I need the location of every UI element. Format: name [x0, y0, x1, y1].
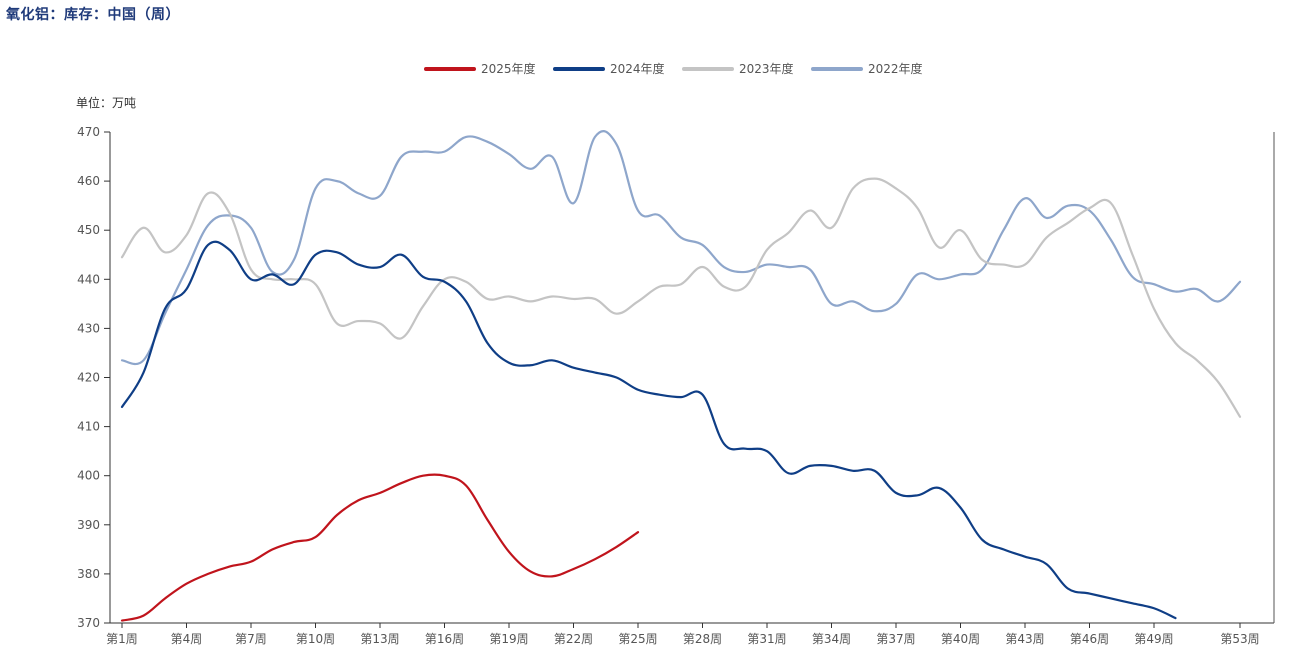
x-tick-label: 第37周 [876, 632, 915, 646]
x-tick-label: 第43周 [1005, 632, 1044, 646]
x-tick-label: 第1周 [106, 632, 138, 646]
legend-label: 2025年度 [481, 61, 536, 76]
legend-label: 2023年度 [739, 61, 794, 76]
page-title: 氧化铝：库存：中国（周） [6, 7, 180, 23]
y-tick-label: 390 [77, 518, 100, 532]
y-tick-label: 450 [77, 223, 100, 237]
y-tick-label: 420 [77, 371, 100, 385]
x-tick-label: 第40周 [941, 632, 980, 646]
y-tick-label: 400 [77, 469, 100, 483]
y-tick-label: 410 [77, 420, 100, 434]
unit-label: 单位：万吨 [76, 95, 136, 110]
x-tick-label: 第28周 [683, 632, 722, 646]
x-tick-label: 第53周 [1220, 632, 1259, 646]
x-tick-label: 第4周 [171, 632, 203, 646]
y-tick-label: 370 [77, 616, 100, 630]
y-tick-label: 430 [77, 321, 100, 335]
x-tick-label: 第25周 [618, 632, 657, 646]
legend-item-2024年度[interactable]: 2024年度 [553, 61, 665, 76]
legend-label: 2024年度 [610, 61, 665, 76]
x-tick-label: 第16周 [425, 632, 464, 646]
y-tick-label: 380 [77, 567, 100, 581]
series-line-2024年度 [120, 240, 1177, 620]
y-tick-label: 470 [77, 125, 100, 139]
x-tick-label: 第31周 [747, 632, 786, 646]
series-line-2025年度 [120, 473, 640, 622]
x-tick-label: 第10周 [296, 632, 335, 646]
x-tick-label: 第13周 [360, 632, 399, 646]
legend-label: 2022年度 [868, 61, 923, 76]
legend-item-2025年度[interactable]: 2025年度 [424, 61, 536, 76]
series-line-2023年度 [120, 177, 1242, 418]
y-tick-label: 460 [77, 174, 100, 188]
legend-item-2022年度[interactable]: 2022年度 [811, 61, 923, 76]
legend[interactable]: 2025年度 2024年度 2023年度 2022年度 [424, 61, 923, 76]
x-tick-label: 第7周 [235, 632, 267, 646]
legend-item-2023年度[interactable]: 2023年度 [682, 61, 794, 76]
y-tick-label: 440 [77, 272, 100, 286]
x-tick-label: 第34周 [812, 632, 851, 646]
axes-layer: 370 380 390 400 410 420 430 440 450 460 470 第1周 第4周 第… [77, 125, 1275, 646]
x-tick-label: 第19周 [489, 632, 528, 646]
series-layer [120, 130, 1242, 622]
x-tick-label: 第46周 [1070, 632, 1109, 646]
x-tick-label: 第49周 [1134, 632, 1173, 646]
series-line-2022年度 [120, 130, 1242, 366]
x-tick-label: 第22周 [554, 632, 593, 646]
